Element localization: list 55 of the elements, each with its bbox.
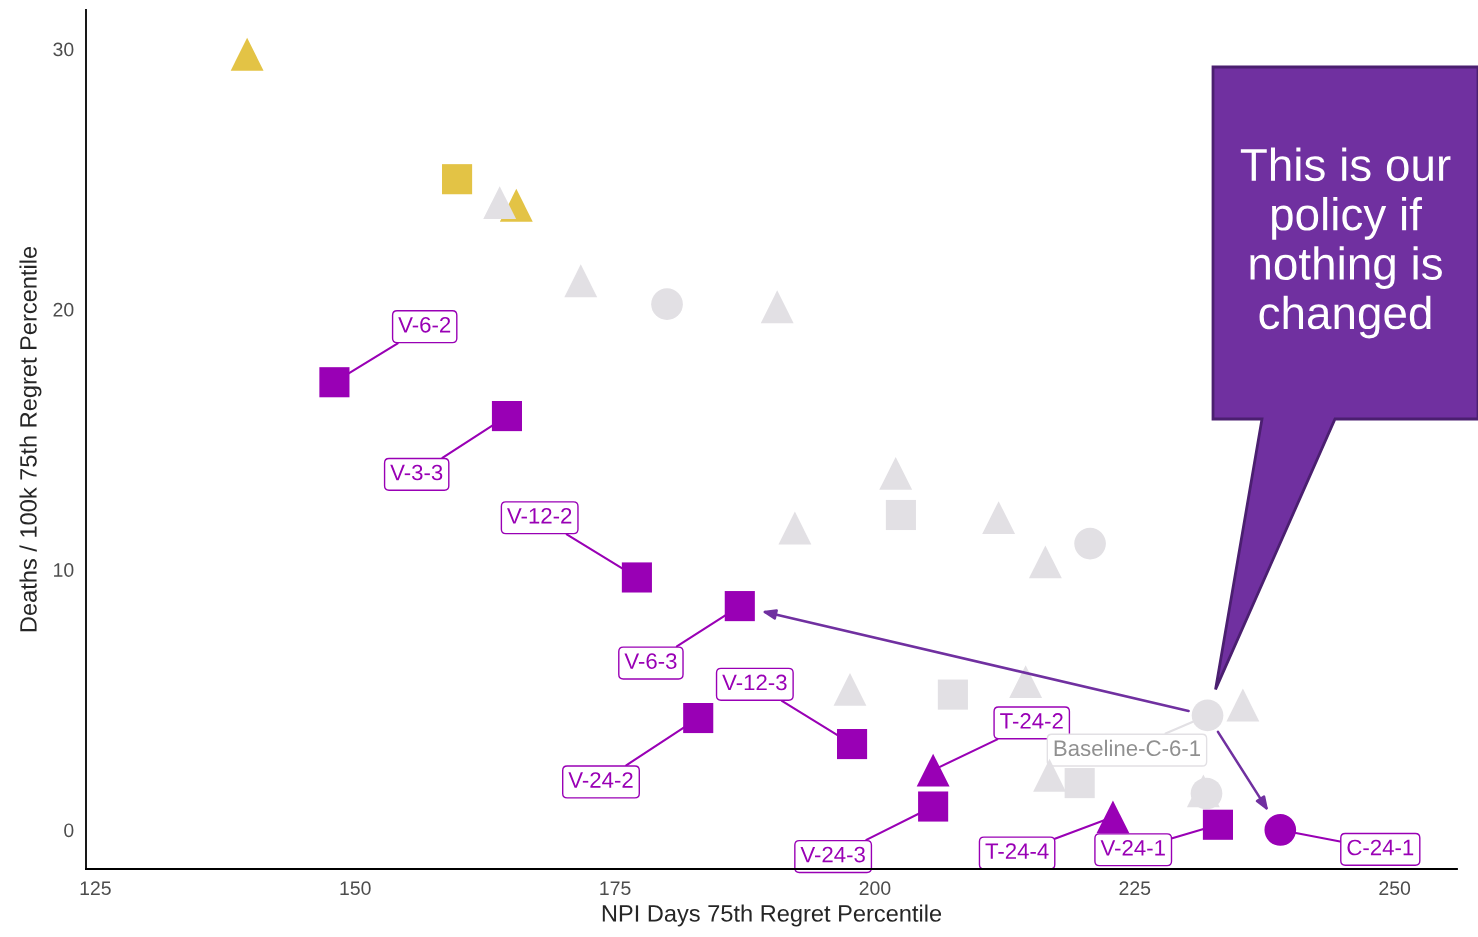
x-tick-label: 175 [600,881,631,896]
x-tick-label: 150 [340,881,371,896]
annotation: Baseline-C-6-1 [1054,739,1201,757]
point [1074,527,1106,560]
point [778,511,812,545]
annotation: V-3-3 [390,464,443,481]
y-tick-label: 20 [53,302,74,317]
point [1191,699,1224,732]
annotation: V-24-3 [800,846,865,863]
y-tick-label: 0 [64,823,74,838]
point [1028,545,1062,579]
point [1202,809,1233,840]
point [683,702,714,734]
point [1009,665,1043,699]
point [1033,758,1066,792]
annotation: V-6-2 [398,316,451,333]
point [230,37,264,71]
point [1064,768,1095,799]
y-tick-label: 30 [53,42,74,57]
annotation: C-24-1 [1347,839,1414,856]
point [651,288,683,320]
point [879,456,913,490]
point [833,672,867,706]
point [319,367,350,398]
point [1096,800,1130,834]
annotation: T-24-2 [1000,713,1063,729]
annotation: T-24-4 [985,843,1049,859]
point [564,264,598,298]
x-tick-label: 125 [80,881,111,896]
annotation: V-24-2 [568,772,633,788]
point [916,753,950,787]
point [837,729,868,760]
point [982,501,1016,535]
x-tick-label: 250 [1379,881,1411,896]
annotation: V-6-3 [624,653,677,669]
point [885,499,916,531]
point [483,186,517,220]
point [918,791,949,822]
point [724,591,755,622]
point [1226,688,1260,722]
point [760,290,794,324]
x-tick-label: 225 [1119,881,1151,896]
x-tick-label: 200 [859,881,891,896]
point [937,679,968,710]
point [491,401,523,432]
x-axis-title: NPI Days 75th Regret Percentile [602,904,942,927]
y-axis-title: Deaths / 100k 75th Regret Percentile [19,246,42,632]
point [621,562,652,593]
point [442,164,473,195]
y-tick-label: 10 [54,563,74,577]
annotation: V-24-1 [1100,839,1165,856]
annotation: This is our policy if nothing is changed [1240,147,1451,339]
annotation: V-12-2 [507,507,572,524]
point [1264,814,1297,846]
annotation: V-12-3 [722,674,787,691]
